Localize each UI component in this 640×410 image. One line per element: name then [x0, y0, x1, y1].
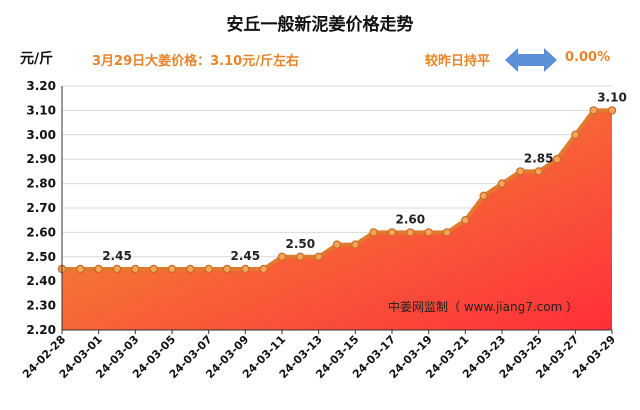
data-point — [149, 264, 158, 274]
y-tick-label: 2.60 — [26, 225, 56, 239]
data-point — [516, 167, 525, 176]
data-labels: 2.45 2.45 2.50 2.60 2.85 3.10 — [102, 90, 627, 263]
data-point — [589, 106, 598, 115]
compare-label: 较昨日持平 — [425, 54, 491, 69]
y-ticks: 2.20 2.30 2.40 2.50 2.60 2.70 2.80 2.90 3.00 3.10… — [26, 79, 56, 337]
data-point — [186, 264, 195, 274]
data-point — [442, 228, 452, 237]
data-point — [607, 106, 617, 115]
data-point — [259, 264, 268, 274]
y-tick-label: 3.00 — [26, 128, 56, 142]
data-point — [461, 215, 470, 225]
double-arrow-icon — [505, 48, 557, 72]
data-point — [552, 154, 562, 164]
y-tick-label: 2.20 — [26, 323, 56, 337]
data-label: 2.45 — [231, 249, 261, 263]
data-point — [332, 240, 342, 249]
chart-title: 安丘一般新泥姜价格走势 — [226, 15, 414, 35]
y-tick-label: 2.50 — [26, 250, 56, 264]
data-point — [241, 264, 250, 274]
y-tick-label: 2.80 — [26, 177, 56, 191]
y-tick-label: 2.40 — [26, 274, 56, 288]
y-axis-unit-label: 元/斤 — [20, 51, 54, 67]
data-point — [571, 130, 580, 139]
y-tick-label: 3.20 — [26, 79, 56, 93]
data-point — [204, 264, 213, 274]
data-point — [534, 167, 543, 176]
data-label: 3.10 — [597, 90, 627, 104]
data-point — [112, 264, 122, 274]
data-label: 2.50 — [286, 237, 316, 251]
data-point — [406, 228, 415, 237]
watermark-text: 中姜网监制（ www.jiang7.com ） — [388, 299, 578, 314]
y-tick-label: 3.10 — [26, 103, 56, 117]
data-point — [351, 240, 360, 249]
y-tick-label: 2.90 — [26, 152, 56, 166]
data-point — [479, 191, 488, 200]
data-point — [369, 228, 378, 237]
data-point — [424, 228, 433, 237]
markers — [57, 106, 617, 274]
data-point — [296, 252, 305, 261]
data-point — [222, 264, 232, 274]
data-point — [497, 179, 507, 188]
price-subtitle: 3月29日大姜价格：3.10元/斤左右 — [92, 54, 299, 69]
data-point — [76, 264, 85, 274]
price-area — [62, 110, 612, 331]
y-tick-label: 2.70 — [26, 201, 56, 215]
y-tick-label: 2.30 — [26, 299, 56, 313]
data-label: 2.85 — [524, 151, 554, 165]
change-value: 0.00% — [565, 50, 611, 65]
data-label: 2.45 — [102, 249, 132, 263]
data-point — [314, 252, 323, 261]
data-point — [94, 264, 103, 274]
data-point — [167, 264, 177, 274]
data-label: 2.60 — [396, 212, 426, 226]
data-point — [131, 264, 140, 274]
data-point — [387, 228, 397, 237]
x-ticks: 24-02-2824-03-0124-03-0324-03-0524-03-07… — [20, 330, 618, 381]
data-point — [277, 252, 287, 261]
